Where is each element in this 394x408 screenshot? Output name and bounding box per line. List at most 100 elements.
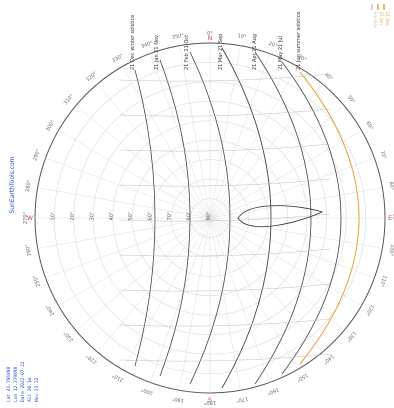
azimuth-radial xyxy=(209,217,345,331)
azimuth-radial xyxy=(209,217,383,249)
sun-path-curve xyxy=(159,59,191,377)
azimuth-radial xyxy=(209,130,362,219)
elevation-tick-label: 90° xyxy=(206,211,212,220)
elevation-tick-label: 60° xyxy=(148,211,154,220)
azimuth-tick-label: 200° xyxy=(140,386,154,396)
curve-labels: 21 Dec winter solstice 21 Jan 21 Nov 21 Fe… xyxy=(130,12,302,70)
info-line: Lat 41.796898 xyxy=(6,366,12,402)
azimuth-radial xyxy=(122,66,211,219)
azimuth-radial xyxy=(209,217,375,279)
azimuth-tick-label: 280° xyxy=(25,179,33,192)
elevation-tick-label: 80° xyxy=(187,211,193,220)
compass-south: S xyxy=(208,397,212,404)
info-line: Alt 20.1m xyxy=(27,377,33,402)
sun-path-curves xyxy=(119,47,360,389)
curve-label: 21 Apr 21 Aug xyxy=(252,34,258,70)
hour-line xyxy=(119,213,331,222)
azimuth-tick-label: 150° xyxy=(295,372,309,383)
info-line: Lon 12.379898 xyxy=(13,366,19,402)
azimuth-tick-label: 210° xyxy=(111,371,125,382)
azimuth-tick-label: 10° xyxy=(237,33,247,41)
azimuth-tick-label: 260° xyxy=(25,243,33,256)
azimuth-tick-label: 350° xyxy=(172,33,185,41)
azimuth-tick-label: 20° xyxy=(268,41,279,50)
azimuth-tick-label: 160° xyxy=(266,386,280,396)
azimuth-tick-label: 270° xyxy=(23,211,29,224)
info-line: Date 2022-07-22 xyxy=(20,361,26,402)
azimuth-radial xyxy=(37,187,211,219)
legend-label: 21 Dec xyxy=(385,12,390,26)
azimuth-tick-label: 50° xyxy=(346,94,357,105)
elevation-labels: 10° 20° 30° 40° 50° 60° 70° 80° 90° xyxy=(50,211,212,220)
legend-label: 21 Jun xyxy=(379,12,384,25)
sun-path-curve xyxy=(134,69,156,367)
azimuth-tick-label: 250° xyxy=(32,274,42,288)
azimuth-tick-label: 110° xyxy=(378,274,388,288)
compass-east: E xyxy=(388,215,392,222)
azimuth-labels: 0° 10° 20° 30° 40° 50° 60° 70° 80° 90° 100° 110° 120… xyxy=(23,31,394,405)
azimuth-tick-label: 290° xyxy=(32,148,42,162)
azimuth-radial xyxy=(209,83,323,219)
sun-path-curve xyxy=(254,51,312,385)
azimuth-radial xyxy=(209,217,298,370)
azimuth-radial xyxy=(37,217,211,249)
azimuth-tick-label: 310° xyxy=(63,93,76,106)
azimuth-radial xyxy=(122,217,211,370)
curve-label: 21 Feb 21 Oct xyxy=(184,35,190,70)
hour-line xyxy=(119,108,331,117)
azimuth-radial xyxy=(209,217,271,383)
azimuth-radial xyxy=(45,217,211,279)
legend: Equinox 21 Jun 21 Dec xyxy=(371,4,390,29)
elevation-tick-label: 10° xyxy=(50,211,56,220)
site-url: SunEarthTools.com xyxy=(9,156,16,213)
sun-path-curve xyxy=(281,61,342,375)
azimuth-tick-label: 130° xyxy=(344,330,357,343)
curve-label: 21 Jan 21 Nov xyxy=(154,35,160,70)
azimuth-tick-label: 320° xyxy=(85,71,98,84)
azimuth-radial xyxy=(75,217,211,331)
hour-line xyxy=(119,178,331,187)
hour-line xyxy=(119,353,331,362)
azimuth-tick-label: 240° xyxy=(45,303,56,317)
azimuth-tick-label: 300° xyxy=(45,119,56,133)
azimuth-tick-label: 40° xyxy=(323,72,334,83)
azimuth-tick-label: 120° xyxy=(363,303,374,317)
azimuth-radial xyxy=(179,45,211,219)
azimuth-tick-label: 190° xyxy=(171,395,184,403)
azimuth-tick-label: 80° xyxy=(387,181,394,191)
elevation-tick-label: 20° xyxy=(70,211,76,220)
compass-north: N xyxy=(208,35,213,42)
azimuth-tick-label: 340° xyxy=(140,40,154,50)
azimuth-radial xyxy=(209,217,362,306)
analemma xyxy=(237,205,324,227)
curve-label: 21 Dec winter solstice xyxy=(130,15,136,70)
info-box: Lat 41.796898 Lon 12.379898 Date 2022-07-2… xyxy=(6,361,40,402)
analemma-path xyxy=(237,205,324,227)
azimuth-tick-label: 330° xyxy=(111,53,125,64)
azimuth-radial xyxy=(97,217,211,353)
azimuth-tick-label: 0° xyxy=(207,31,213,37)
azimuth-radial xyxy=(209,53,271,219)
sun-path-curve xyxy=(189,51,231,385)
azimuth-tick-label: 230° xyxy=(63,329,76,342)
azimuth-radial xyxy=(209,157,375,219)
azimuth-radial xyxy=(45,157,211,219)
sun-path-curve xyxy=(299,71,360,365)
azimuth-radial xyxy=(58,130,211,219)
hour-line xyxy=(119,73,331,82)
azimuth-radial xyxy=(209,187,383,219)
azimuth-tick-label: 90° xyxy=(391,214,394,223)
azimuth-tick-label: 170° xyxy=(235,395,248,403)
info-line: Nov 21 22 xyxy=(34,377,40,402)
elevation-tick-label: 30° xyxy=(89,211,95,220)
azimuth-tick-label: 70° xyxy=(379,150,388,161)
azimuth-radial xyxy=(209,217,323,353)
hour-line xyxy=(119,248,331,257)
compass-west: W xyxy=(27,215,33,222)
elevation-tick-label: 70° xyxy=(167,211,173,220)
hour-line xyxy=(119,283,331,292)
curve-label: 21 May 21 Jul xyxy=(278,36,284,70)
legend-label: Equinox xyxy=(373,12,378,29)
azimuth-radial xyxy=(179,217,211,391)
